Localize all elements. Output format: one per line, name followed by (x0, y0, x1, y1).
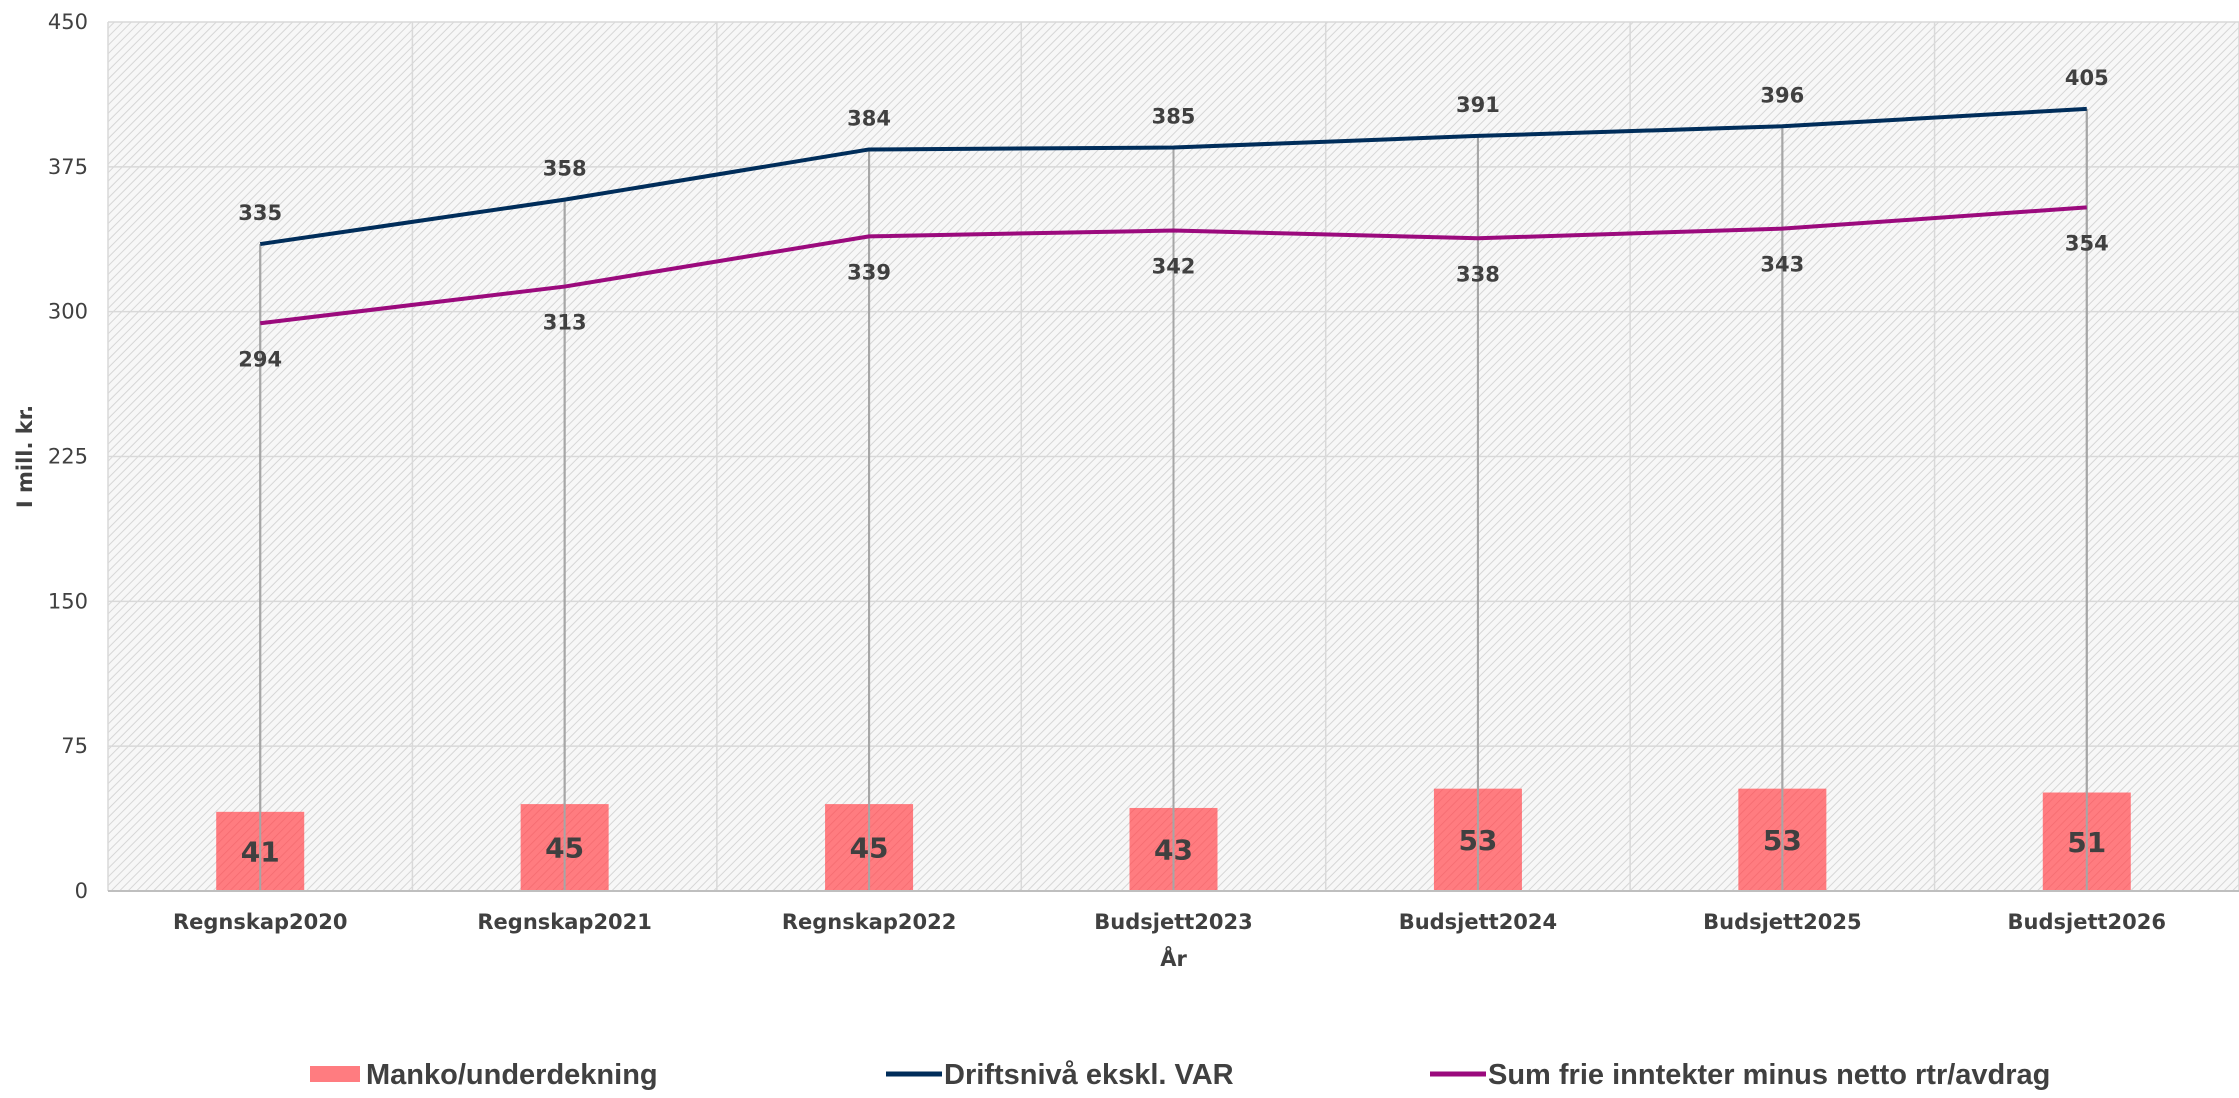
y-tick-label: 375 (48, 155, 88, 179)
bar-label: 45 (850, 832, 889, 865)
data-label: 396 (1760, 83, 1804, 107)
series-line (259, 106, 2087, 247)
legend-label: Driftsnivå ekskl. VAR (944, 1059, 1234, 1091)
data-label: 405 (2065, 66, 2109, 90)
data-label: 313 (543, 311, 587, 335)
y-axis-title: I mill. kr. (13, 405, 37, 508)
axes: 0 75 150 225 300 375 450 Regnskap2020 Regnskap20… (48, 10, 2239, 934)
legend-label: Manko/underdekning (366, 1059, 658, 1091)
data-label: 342 (1152, 255, 1196, 279)
x-tick-label: Budsjett2025 (1703, 910, 1861, 934)
bar-label: 43 (1154, 833, 1193, 866)
legend-item: Sum frie inntekter minus netto rtr/avdra… (1430, 1059, 2050, 1091)
data-label: 343 (1760, 253, 1804, 277)
y-tick-label: 0 (75, 879, 88, 903)
legend-swatch (310, 1066, 360, 1082)
series-line (259, 205, 2087, 326)
x-tick-label: Budsjett2024 (1399, 910, 1557, 934)
data-label: 358 (543, 157, 587, 181)
legend-label: Sum frie inntekter minus netto rtr/avdra… (1488, 1059, 2050, 1091)
x-tick-label: Budsjett2023 (1094, 910, 1252, 934)
legend-item: Driftsnivå ekskl. VAR (886, 1059, 1234, 1091)
bar-label: 51 (2067, 826, 2106, 859)
data-label: 294 (238, 347, 282, 371)
x-tick-label: Regnskap2020 (173, 910, 348, 934)
bar-label: 45 (545, 832, 584, 865)
data-label: 338 (1456, 262, 1500, 286)
data-label: 391 (1456, 93, 1500, 117)
x-axis-title: År (1160, 946, 1187, 971)
data-label: 339 (847, 260, 891, 284)
x-tick-label: Budsjett2026 (2008, 910, 2166, 934)
y-tick-label: 450 (48, 10, 88, 34)
data-label: 354 (2065, 231, 2109, 255)
data-label: 385 (1152, 105, 1196, 129)
data-label: 335 (238, 201, 282, 225)
data-labels: 335 358 384 385 391 396 405 294 313 339 342 338 343 3… (238, 66, 2108, 869)
bar-label: 53 (1763, 824, 1802, 857)
x-tick-label: Regnskap2022 (782, 910, 957, 934)
line-series (259, 106, 2087, 326)
bar-label: 53 (1458, 824, 1497, 857)
x-tick-label: Regnskap2021 (477, 910, 652, 934)
y-tick-label: 150 (48, 589, 88, 613)
y-tick-label: 300 (48, 300, 88, 324)
y-tick-label: 225 (48, 445, 88, 469)
legend-item: Manko/underdekning (310, 1059, 658, 1091)
bar-label: 41 (241, 835, 280, 868)
legend: Manko/underdekning Driftsnivå ekskl. VAR S… (310, 1059, 2050, 1091)
bar-series (216, 108, 2131, 891)
y-tick-label: 75 (61, 734, 88, 758)
data-label: 384 (847, 106, 891, 130)
